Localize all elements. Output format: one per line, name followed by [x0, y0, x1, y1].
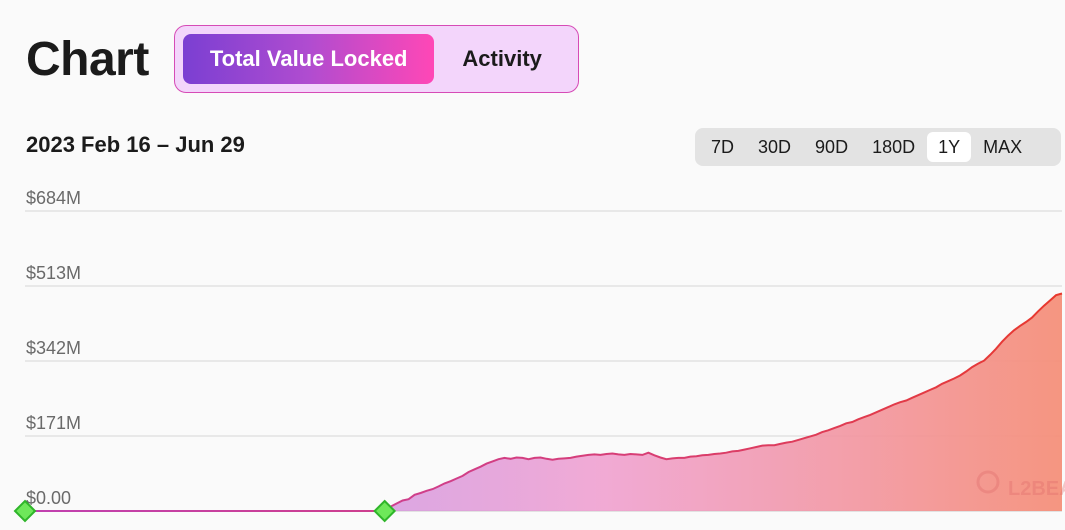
event-marker-diamond[interactable]	[373, 499, 397, 523]
y-tick-label: $684M	[26, 188, 81, 208]
tab-total-value-locked[interactable]: Total Value Locked	[183, 34, 435, 84]
range-tab-1y[interactable]: 1Y	[927, 132, 972, 162]
l2beat-logo: L2BEAT	[976, 470, 1065, 500]
grid-layer: $0.00 $171M $342M $513M $684M	[25, 188, 1062, 512]
marker-layer	[13, 499, 397, 523]
tab-activity[interactable]: Activity	[462, 46, 542, 71]
metric-toggle: Total Value Locked Activity	[174, 25, 579, 93]
y-tick-label: $171M	[26, 413, 81, 433]
range-tab-7d[interactable]: 7D	[711, 136, 735, 157]
y-tick-label: $0.00	[26, 488, 71, 508]
date-range-label: 2023 Feb 16 – Jun 29	[26, 132, 245, 157]
range-tab-180d[interactable]: 180D	[872, 136, 916, 157]
y-tick-label: $342M	[26, 338, 81, 358]
range-tab-max[interactable]: MAX	[983, 136, 1023, 157]
l2beat-watermark: L2BEAT	[1008, 478, 1065, 500]
event-marker-diamond[interactable]	[13, 499, 37, 523]
tvl-chart-svg: $0.00 $171M $342M $513M $684M L2BEAT	[13, 188, 1065, 523]
range-selector: 7D 30D 90D 180D 1Y MAX	[695, 128, 1061, 166]
page-title: Chart	[26, 33, 149, 86]
tvl-chart[interactable]: $0.00 $171M $342M $513M $684M L2BEAT	[0, 180, 1065, 530]
tvl-area	[25, 293, 1062, 511]
y-tick-label: $513M	[26, 263, 81, 283]
l2beat-logo-mark	[976, 470, 1000, 494]
range-tab-30d[interactable]: 30D	[758, 136, 792, 157]
range-tab-90d[interactable]: 90D	[815, 136, 849, 157]
tvl-line	[25, 292, 1063, 512]
